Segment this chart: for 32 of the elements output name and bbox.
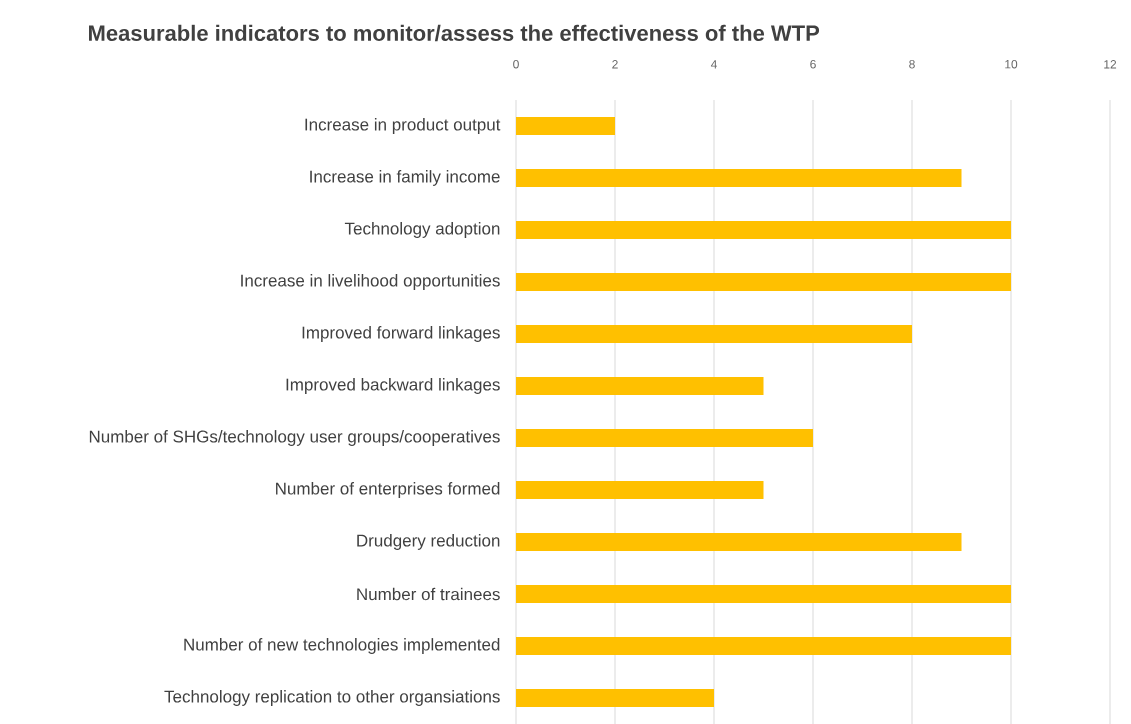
y-tick-label: Number of new technologies implemented <box>184 638 500 654</box>
y-tick-label: Improved forward linkages <box>302 326 500 342</box>
y-tick-label: Number of SHGs/technology user groups/cooperatives <box>89 430 500 446</box>
y-tick-label: Drudgery reduction <box>357 534 500 550</box>
bar <box>516 481 764 500</box>
bar <box>516 169 962 188</box>
x-tick-label: 4 <box>710 60 717 69</box>
y-tick-label: Improved backward linkages <box>286 378 500 394</box>
y-tick-label: Number of enterprises formed <box>276 482 500 498</box>
x-tick-label: 0 <box>513 59 519 69</box>
bar <box>516 377 764 396</box>
y-tick-label: Technology adoption <box>344 222 500 238</box>
bar <box>516 429 814 448</box>
y-tick-label: Increase in livelihood opportunities <box>241 274 500 290</box>
x-tick-label: 8 <box>909 59 915 69</box>
y-tick-label: Increase in family income <box>310 170 500 186</box>
bar <box>516 117 616 135</box>
y-tick-label: Increase in product output <box>305 118 501 134</box>
y-tick-label: Technology replication to other organsiations <box>164 690 500 706</box>
x-tick-label: 10 <box>1005 59 1018 69</box>
bar <box>516 533 962 552</box>
x-tick-label: 6 <box>810 59 816 69</box>
bar <box>516 221 1012 239</box>
bar <box>516 325 912 344</box>
y-tick-label: Number of trainees <box>357 587 500 601</box>
bar <box>516 689 714 708</box>
chart-title: Measurable indicators to monitor/assess the effectiveness of the WTP <box>89 24 820 42</box>
bar <box>516 637 1012 656</box>
x-tick-label: 12 <box>1104 60 1117 69</box>
bar <box>516 585 1012 604</box>
bar <box>516 273 1012 292</box>
x-tick-label: 2 <box>612 60 618 69</box>
